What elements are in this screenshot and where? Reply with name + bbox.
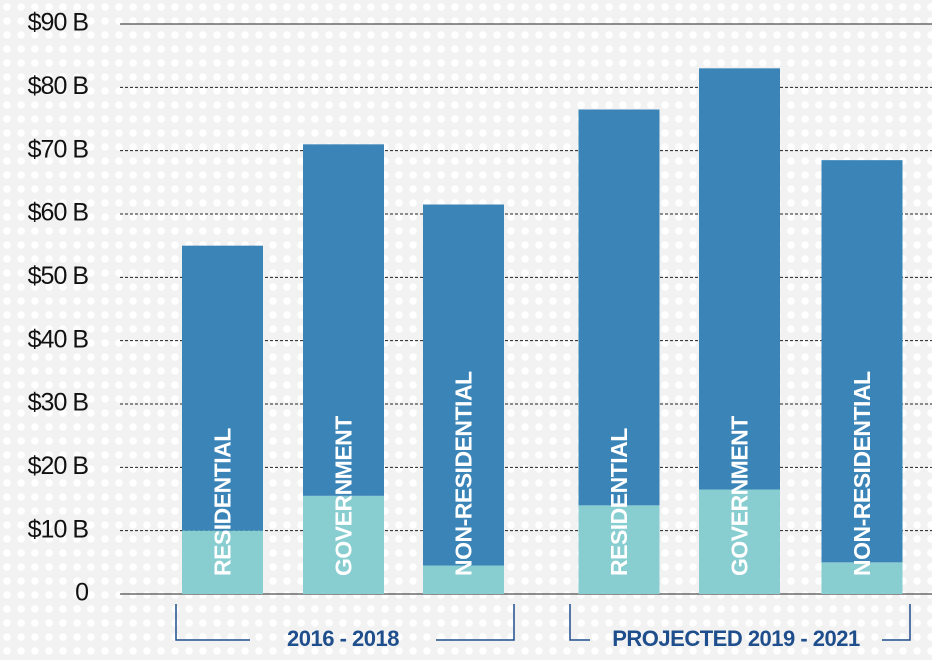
category-label: GOVERNMENT: [727, 416, 753, 576]
group-label: PROJECTED 2019 - 2021: [612, 626, 860, 651]
bar-segment: [699, 68, 780, 490]
category-label: NON-RESIDENTIAL: [451, 371, 477, 576]
group-label: 2016 - 2018: [287, 626, 399, 651]
y-tick-label: $30 B: [28, 389, 89, 417]
bar-segment: [182, 530, 263, 594]
category-label: NON-RESIDENTIAL: [849, 371, 875, 576]
bar-segment: [578, 109, 660, 506]
y-tick-label: $80 B: [28, 72, 89, 100]
group-bracket: [175, 604, 515, 641]
bar-segment: [303, 144, 384, 496]
bar-segment: [699, 489, 780, 594]
y-tick-label: $40 B: [28, 325, 89, 353]
y-tick-label: $10 B: [28, 515, 89, 543]
bar-segment: [423, 204, 504, 566]
y-tick-label: $60 B: [28, 199, 89, 227]
bar-segment: [578, 505, 660, 594]
category-label: RESIDENTIAL: [606, 428, 632, 576]
bar-segment: [423, 565, 504, 594]
category-label: GOVERNMENT: [331, 416, 357, 576]
y-tick-label: $90 B: [28, 9, 89, 37]
bar-segment: [821, 562, 903, 594]
category-label: RESIDENTIAL: [210, 428, 236, 576]
bar-segment: [303, 495, 384, 594]
group-bracket: [569, 604, 911, 641]
y-tick-label: $50 B: [28, 262, 89, 290]
bar-segment: [182, 245, 263, 531]
y-tick-label: $70 B: [28, 135, 89, 163]
y-tick-label: 0: [75, 579, 88, 607]
bar-segment: [821, 160, 903, 563]
y-tick-label: $20 B: [28, 452, 89, 480]
